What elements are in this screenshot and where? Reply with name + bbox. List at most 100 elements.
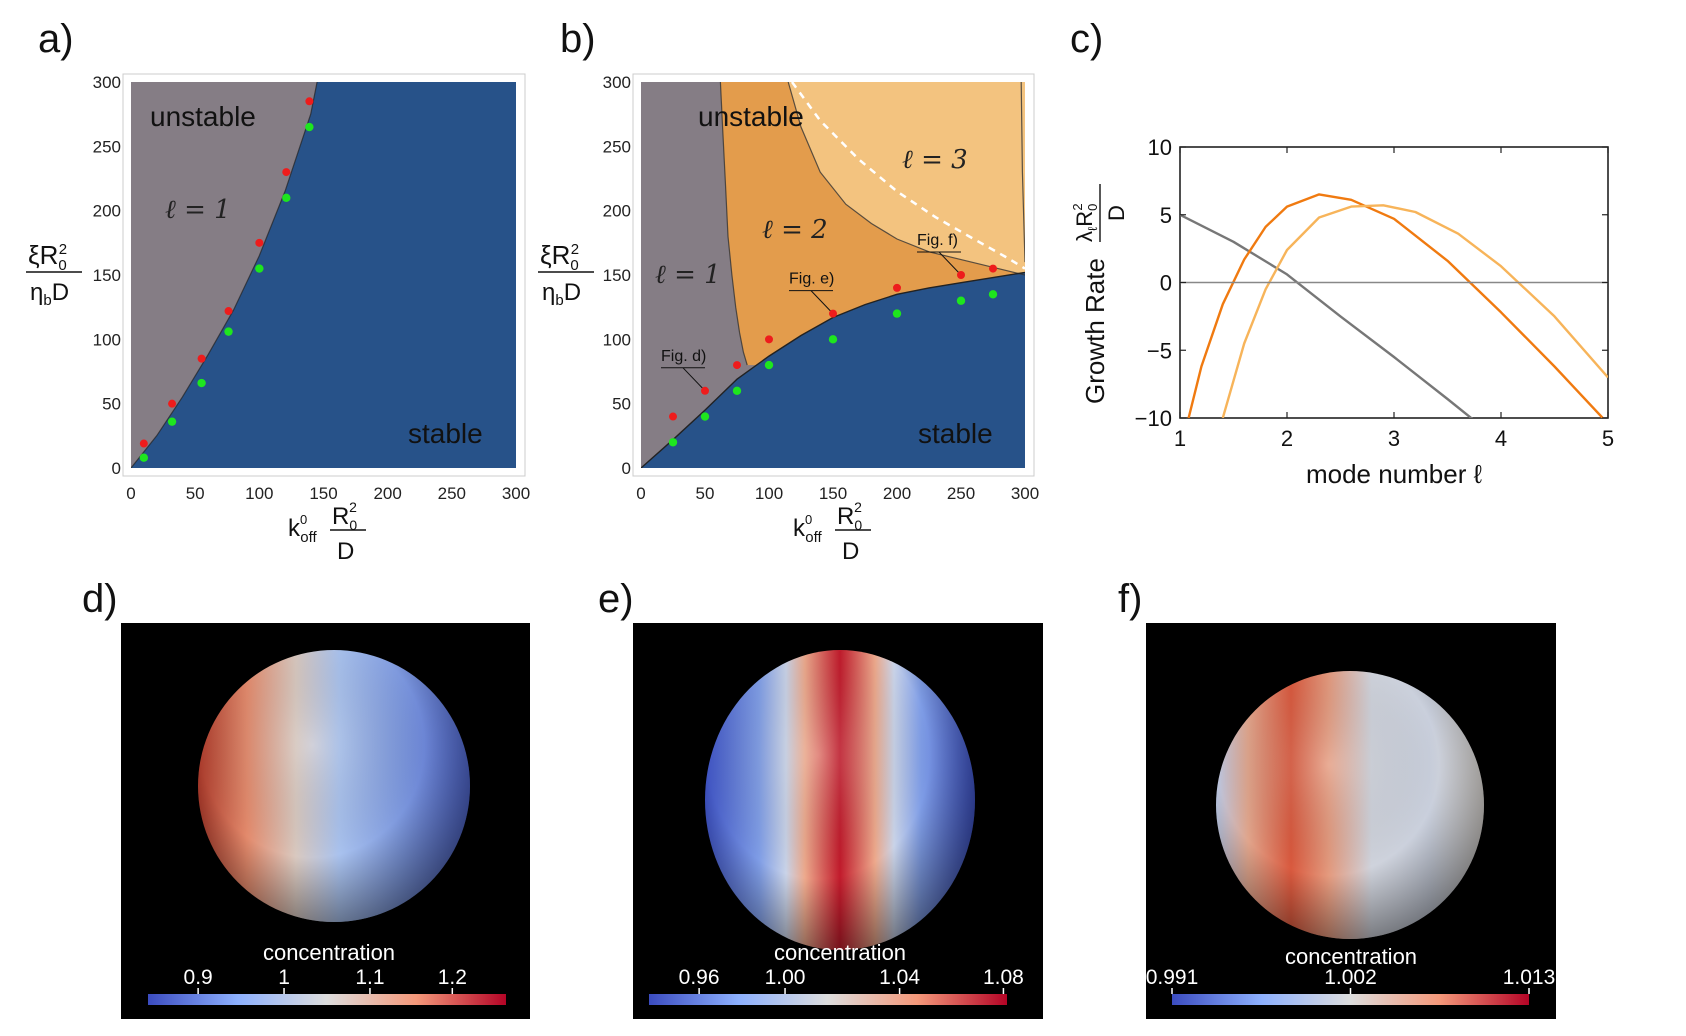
ytick-c: 0: [1160, 271, 1172, 296]
ytick-b: 250: [603, 137, 631, 156]
colorbar-e: [649, 994, 1007, 1005]
green-point-b: [956, 296, 966, 305]
label-a-mode: ℓ = 1: [165, 195, 231, 225]
green-point-a: [255, 264, 264, 273]
xtick-b: 50: [696, 484, 715, 503]
annotation-leader: [682, 367, 706, 392]
xtick-a: 250: [438, 484, 466, 503]
xtick-b: 100: [755, 484, 783, 503]
cbar-tick-f: 1.013: [1503, 966, 1556, 989]
green-point-b: [828, 335, 838, 344]
panel-letter-e: e): [598, 577, 634, 621]
ylabel-c-num: λℓR02: [1070, 203, 1100, 242]
red-point-b: [829, 309, 837, 318]
green-point-a: [305, 122, 314, 132]
label-b-stable: stable: [918, 418, 993, 449]
ylabel-a: ξR02 ηbD: [26, 240, 82, 309]
ytick-c: −10: [1135, 406, 1172, 431]
ylabel-c-prefix: Growth Rate: [1080, 258, 1110, 404]
green-point-a: [197, 378, 206, 388]
green-point-b: [700, 412, 710, 421]
red-point-b: [989, 264, 997, 273]
cbar-tick-d: 1.2: [438, 966, 467, 989]
red-point-a: [224, 307, 233, 316]
ytick-b: 150: [603, 266, 631, 285]
cbar-tick-d: 0.9: [184, 966, 213, 989]
boundary-b-l2-l3: [787, 82, 1025, 276]
xlabel-b-den: D: [842, 538, 859, 565]
ytick-a: 200: [93, 202, 121, 221]
red-point-a: [255, 238, 264, 247]
xlabel-b-num: R02: [837, 499, 862, 533]
ytick-b: 100: [603, 330, 631, 349]
label-b-mode1: ℓ = 1: [655, 260, 721, 290]
ylabel-b-num: ξR02: [540, 240, 579, 274]
sphere-panel-d: concentration 0.9 1 1.1 1.2: [121, 623, 530, 1019]
region-b-stable: [641, 272, 1025, 468]
ytick-b: 0: [622, 459, 631, 478]
annotation-leader: [810, 290, 834, 314]
ytick-a: 250: [93, 137, 121, 156]
green-point-a: [224, 327, 233, 336]
label-a-unstable: unstable: [150, 101, 256, 132]
ytick-a: 50: [102, 395, 121, 414]
xtick-c: 3: [1388, 426, 1400, 451]
chart-b: 0 50 100 150 200 250 300 0 50 100 150 200 250 300 Fi…: [538, 73, 1039, 565]
ytick-a: 300: [93, 73, 121, 92]
red-point-a: [305, 97, 314, 106]
xtick-a: 300: [502, 484, 530, 503]
series-line-c-0: [1180, 213, 1474, 418]
xlabel-a-k: k0 off: [288, 512, 317, 546]
series-line-c-1: [1187, 193, 1604, 418]
red-point-b: [669, 412, 677, 421]
xlabel-c: mode number ℓ: [1306, 459, 1483, 489]
chart-a: 0 50 100 150 200 250 300 0 50 100 150 200 250 300 un…: [26, 73, 530, 565]
annotation-b: Fig. d): [661, 348, 706, 365]
boundary-b-l1-l2: [719, 82, 748, 366]
panel-letter-b: b): [560, 17, 596, 61]
cbar-tick-f: 1.002: [1324, 966, 1377, 989]
ylabel-a-den: ηbD: [30, 279, 69, 309]
boundary-b-dashed: [790, 82, 1025, 270]
green-point-a: [167, 417, 177, 426]
cbar-tick-d: 1: [278, 966, 290, 989]
ylabel-c: Growth Rate λℓR02 D: [1070, 184, 1129, 404]
xtick-a: 200: [373, 484, 401, 503]
xtick-b: 200: [883, 484, 911, 503]
chart-c: 1 2 3 4 5 −10 −5 0 5 10 mode number ℓ Growth Rat…: [1070, 135, 1614, 489]
panel-letter-f: f): [1118, 577, 1142, 621]
xtick-a: 150: [309, 484, 337, 503]
xtick-a: 50: [186, 484, 205, 503]
annotation-b: Fig. e): [789, 271, 834, 288]
label-a-stable: stable: [408, 418, 483, 449]
xlabel-a-den: D: [337, 538, 354, 565]
cbar-tick-f: 0.991: [1146, 966, 1199, 989]
red-point-b: [701, 386, 709, 395]
red-point-a: [168, 399, 177, 408]
xtick-c: 4: [1495, 426, 1507, 451]
colorbar-f: [1172, 994, 1529, 1005]
green-point-a: [282, 193, 291, 202]
ylabel-c-den: D: [1104, 205, 1129, 221]
xtick-c: 2: [1281, 426, 1293, 451]
ylabel-b: ξR02 ηbD: [538, 240, 594, 309]
annotation-leader: [938, 251, 962, 276]
series-line-c-2: [1221, 204, 1608, 418]
ylabel-a-num: ξR02: [28, 240, 67, 274]
xlabel-a: k0 off R02 D: [288, 499, 366, 565]
ytick-c: −5: [1147, 338, 1172, 363]
red-point-b: [733, 361, 741, 370]
ytick-c: 10: [1148, 135, 1172, 160]
panel-letter-d: d): [82, 577, 118, 621]
cbar-f-title: concentration: [1285, 944, 1417, 969]
xtick-c: 5: [1602, 426, 1614, 451]
green-point-b: [988, 290, 998, 299]
xtick-c: 1: [1174, 426, 1186, 451]
label-b-unstable: unstable: [698, 101, 804, 132]
xtick-a: 100: [245, 484, 273, 503]
xtick-b: 300: [1011, 484, 1039, 503]
ytick-c: 5: [1160, 203, 1172, 228]
panel-letter-c: c): [1070, 17, 1103, 61]
region-a-stable: [131, 82, 516, 468]
